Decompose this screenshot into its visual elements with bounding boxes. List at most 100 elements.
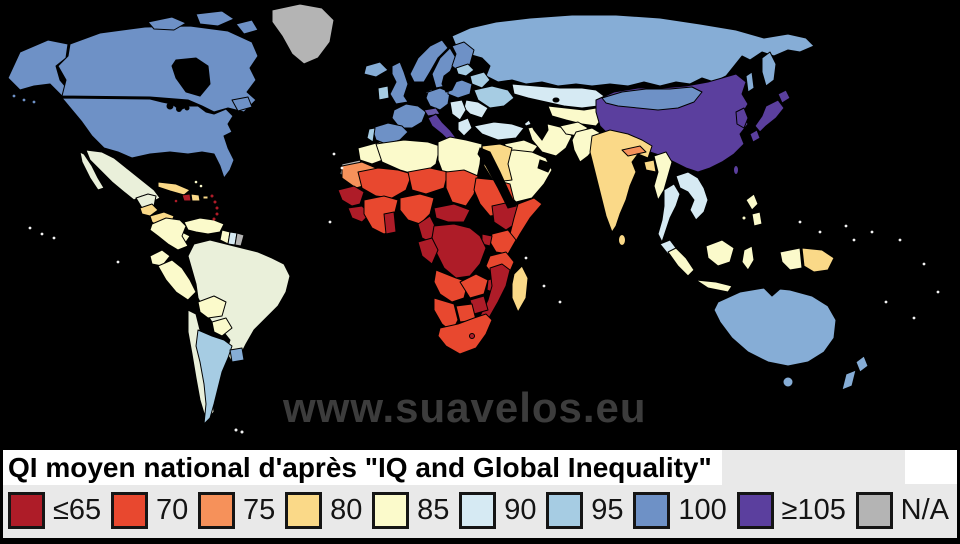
region-taiwan xyxy=(733,165,739,175)
legend-item-70: 70 xyxy=(110,492,189,529)
region-borneo xyxy=(705,239,735,267)
caspian-sea xyxy=(527,103,549,141)
region-bahamas xyxy=(194,180,203,188)
region-bolivia xyxy=(197,295,227,319)
region-central-african-republic xyxy=(433,203,471,223)
legend-label: 75 xyxy=(243,494,276,526)
region-uruguay xyxy=(229,347,245,363)
region-argentina xyxy=(195,329,233,425)
region-sumatra xyxy=(667,247,695,277)
region-philippines-south xyxy=(751,211,763,227)
region-arctic-islands-3 xyxy=(235,19,259,35)
region-south-africa xyxy=(437,313,493,355)
ocean-island-dots xyxy=(28,152,940,320)
region-greenland xyxy=(271,3,335,65)
region-haiti xyxy=(181,193,192,202)
region-madagascar xyxy=(511,265,529,313)
legend-label: N/A xyxy=(900,494,949,526)
legend-label: 80 xyxy=(330,494,363,526)
region-baltics xyxy=(455,63,475,77)
region-nz-south xyxy=(841,369,857,391)
region-france xyxy=(391,103,427,129)
region-alaska xyxy=(7,39,71,97)
region-colombia xyxy=(149,217,189,251)
region-papua-new-guinea xyxy=(801,247,835,273)
region-algeria xyxy=(375,139,441,177)
legend-swatch-70 xyxy=(110,492,148,529)
legend-item-95: 95 xyxy=(546,492,624,529)
region-sulawesi xyxy=(741,245,755,271)
region-guatemala xyxy=(139,203,159,217)
legend-swatch-≥105 xyxy=(736,492,774,529)
region-sakhalin xyxy=(745,71,755,93)
region-turkey xyxy=(473,121,525,141)
region-balkans xyxy=(449,99,467,121)
region-mexico xyxy=(85,149,161,203)
region-niger xyxy=(407,167,449,195)
great-lake-1 xyxy=(166,102,174,110)
region-sri-lanka xyxy=(618,234,626,246)
region-australia xyxy=(713,287,837,367)
region-baja-california xyxy=(79,151,105,191)
region-french-guiana xyxy=(234,232,245,247)
region-philippines-dot xyxy=(741,215,747,221)
legend-label: ≥105 xyxy=(781,494,846,526)
great-lake-3 xyxy=(184,105,190,111)
region-dominican-republic xyxy=(190,193,201,202)
region-zambia xyxy=(459,273,489,299)
region-gabon-congo xyxy=(417,237,439,265)
legend-swatch-80 xyxy=(285,492,323,529)
region-angola xyxy=(433,269,469,303)
legend-item-75: 75 xyxy=(198,492,275,529)
region-ecuador xyxy=(149,249,171,267)
legend-item-90: 90 xyxy=(459,492,537,529)
legend-item-≤65: ≤65 xyxy=(8,492,101,529)
legend-item-85: 85 xyxy=(372,492,449,529)
region-somalia xyxy=(509,197,543,249)
legend-swatch-75 xyxy=(198,492,236,529)
region-senegal-guinea xyxy=(337,185,365,207)
legend-swatch-≤65 xyxy=(8,492,45,529)
region-japan-honshu xyxy=(754,99,785,133)
region-greece xyxy=(457,117,473,137)
baltic-sea xyxy=(441,69,459,93)
region-ireland xyxy=(377,85,390,101)
region-belarus xyxy=(469,71,491,89)
region-jamaica xyxy=(173,198,179,204)
legend-swatch-85 xyxy=(372,492,410,529)
region-chad xyxy=(445,169,479,207)
region-west-new-guinea xyxy=(779,247,803,271)
persian-gulf xyxy=(537,159,553,173)
legend-swatch-90 xyxy=(459,492,497,529)
legend-label: 70 xyxy=(155,494,189,526)
legend-swatch-N/A xyxy=(855,492,893,529)
region-java xyxy=(695,279,733,293)
region-falkland-islands xyxy=(234,428,244,434)
legend-panel-inner: QI moyen national d'après "IQ and Global… xyxy=(3,450,957,538)
region-india xyxy=(589,129,653,233)
legend-label: 90 xyxy=(504,494,537,526)
aral-sea xyxy=(552,97,560,103)
region-uk xyxy=(389,61,409,105)
region-ukraine xyxy=(473,85,515,109)
region-iceland xyxy=(363,61,389,78)
region-nepal xyxy=(621,145,647,157)
region-tasmania xyxy=(782,376,794,388)
region-indochina xyxy=(675,171,709,221)
legend-panel: QI moyen national d'après "IQ and Global… xyxy=(0,448,960,544)
legend-label: 85 xyxy=(417,494,450,526)
region-venezuela xyxy=(183,217,225,235)
region-brazil xyxy=(187,239,291,363)
region-lesser-antilles xyxy=(210,194,219,221)
region-ghana-dark xyxy=(383,211,397,235)
region-thailand xyxy=(657,183,681,243)
title-row: QI moyen national d'après "IQ and Global… xyxy=(3,450,957,486)
region-arctic-islands-2 xyxy=(195,10,235,27)
red-sea xyxy=(477,147,517,209)
region-korea xyxy=(735,107,749,129)
hudson-bay xyxy=(171,57,211,97)
region-arctic-islands-1 xyxy=(147,16,187,31)
region-lesotho xyxy=(469,333,475,339)
region-mali xyxy=(357,167,413,199)
